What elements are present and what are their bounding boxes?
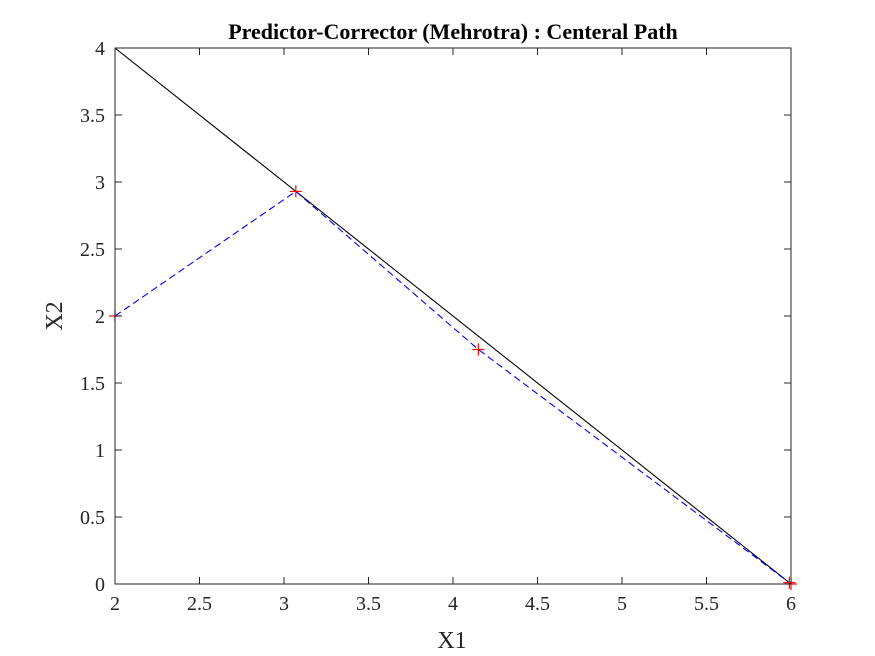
y-tick-label: 2 [95, 306, 105, 328]
x-tick-label: 5.5 [694, 593, 719, 615]
x-tick-label: 3.5 [356, 593, 381, 615]
series-line-1 [114, 190, 792, 585]
chart-title: Predictor-Corrector (Mehrotra) : Centera… [228, 19, 678, 44]
y-tick-label: 1 [95, 440, 105, 462]
data-point-marker [289, 185, 302, 198]
y-tick-label: 1.5 [80, 373, 105, 395]
y-tick-label: 3.5 [80, 105, 105, 127]
x-tick-label: 2 [110, 593, 120, 615]
x-tick-label: 6 [786, 593, 796, 615]
series-line-0 [114, 47, 792, 585]
x-tick-label: 2.5 [187, 593, 212, 615]
y-axis-label: X2 [42, 301, 68, 330]
y-tick-label: 4 [95, 38, 105, 60]
y-tick-label: 0 [95, 574, 105, 596]
y-tick-label: 3 [95, 172, 105, 194]
y-tick-label: 2.5 [80, 239, 105, 261]
x-tick-label: 5 [617, 593, 627, 615]
x-tick-label: 3 [279, 593, 289, 615]
y-tick-label: 0.5 [80, 507, 105, 529]
x-tick-label: 4.5 [525, 593, 550, 615]
x-tick-label: 4 [448, 593, 458, 615]
axes: 2 2.5 3 3.5 4 4.5 5 5.5 6 0 0.5 1 1.5 2 2.5 3 3.5 4 [80, 38, 796, 615]
x-axis-label: X1 [437, 628, 466, 654]
data-point-marker [472, 343, 485, 356]
data-point-marker [783, 576, 796, 589]
plot-area [109, 47, 797, 590]
